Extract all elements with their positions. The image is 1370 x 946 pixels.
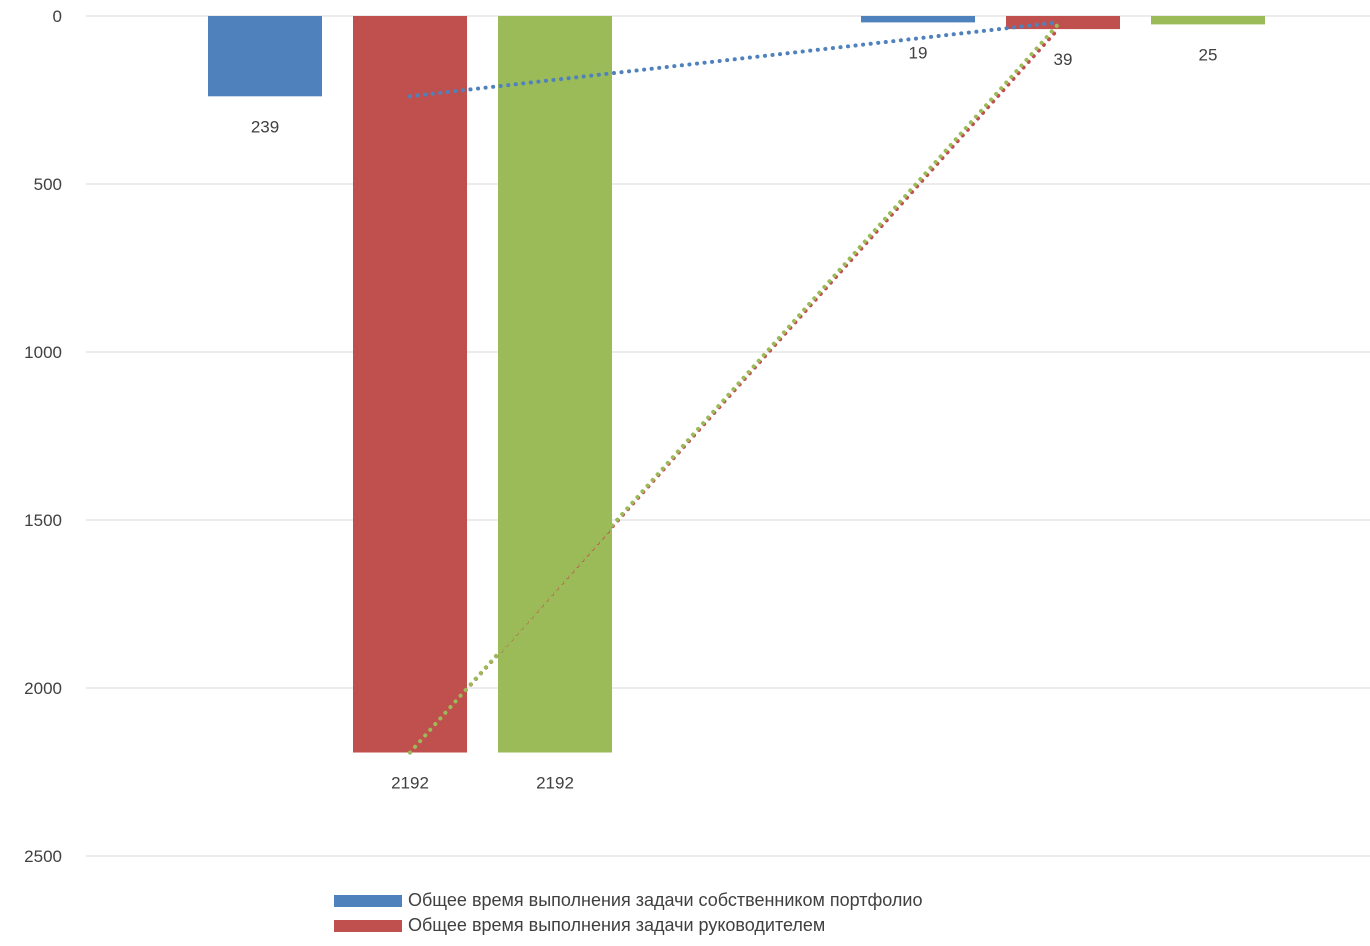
chart-plot: 0 500 1000 1500 2000 2500 239 19 2192 39 2192 25 — [24, 7, 1370, 866]
data-label: 239 — [251, 117, 279, 136]
y-tick-label: 1000 — [24, 343, 62, 362]
bar — [353, 16, 467, 753]
data-label: 39 — [1054, 50, 1073, 69]
trendline — [408, 20, 1060, 99]
bar — [498, 16, 612, 753]
data-label: 2192 — [391, 774, 429, 793]
trendlines — [408, 20, 1060, 755]
bar — [1151, 16, 1265, 25]
gridlines — [86, 15, 1370, 857]
data-label: 19 — [909, 43, 928, 62]
data-label: 25 — [1199, 45, 1218, 64]
y-tick-label: 1500 — [24, 511, 62, 530]
bar — [208, 16, 322, 97]
legend-swatch-manager — [334, 919, 402, 932]
legend-item-owner: Общее время выполнения задачи собственни… — [334, 888, 922, 913]
legend: Общее время выполнения задачи собственни… — [334, 888, 922, 938]
y-tick-label: 2000 — [24, 679, 62, 698]
bar — [861, 16, 975, 23]
trendline — [408, 22, 1060, 755]
legend-swatch-owner — [334, 894, 402, 907]
data-labels: 239 19 2192 39 2192 25 — [251, 43, 1218, 792]
y-tick-label: 500 — [34, 175, 62, 194]
legend-label-owner: Общее время выполнения задачи собственни… — [408, 890, 923, 910]
data-label: 2192 — [536, 774, 574, 793]
y-axis-tick-labels: 0 500 1000 1500 2000 2500 — [24, 7, 62, 866]
legend-item-manager: Общее время выполнения задачи руководите… — [334, 913, 922, 938]
bar — [1006, 16, 1120, 30]
legend-label-manager: Общее время выполнения задачи руководите… — [408, 915, 826, 935]
y-tick-label: 0 — [53, 7, 62, 26]
y-tick-label: 2500 — [24, 847, 62, 866]
bars — [208, 16, 1265, 753]
